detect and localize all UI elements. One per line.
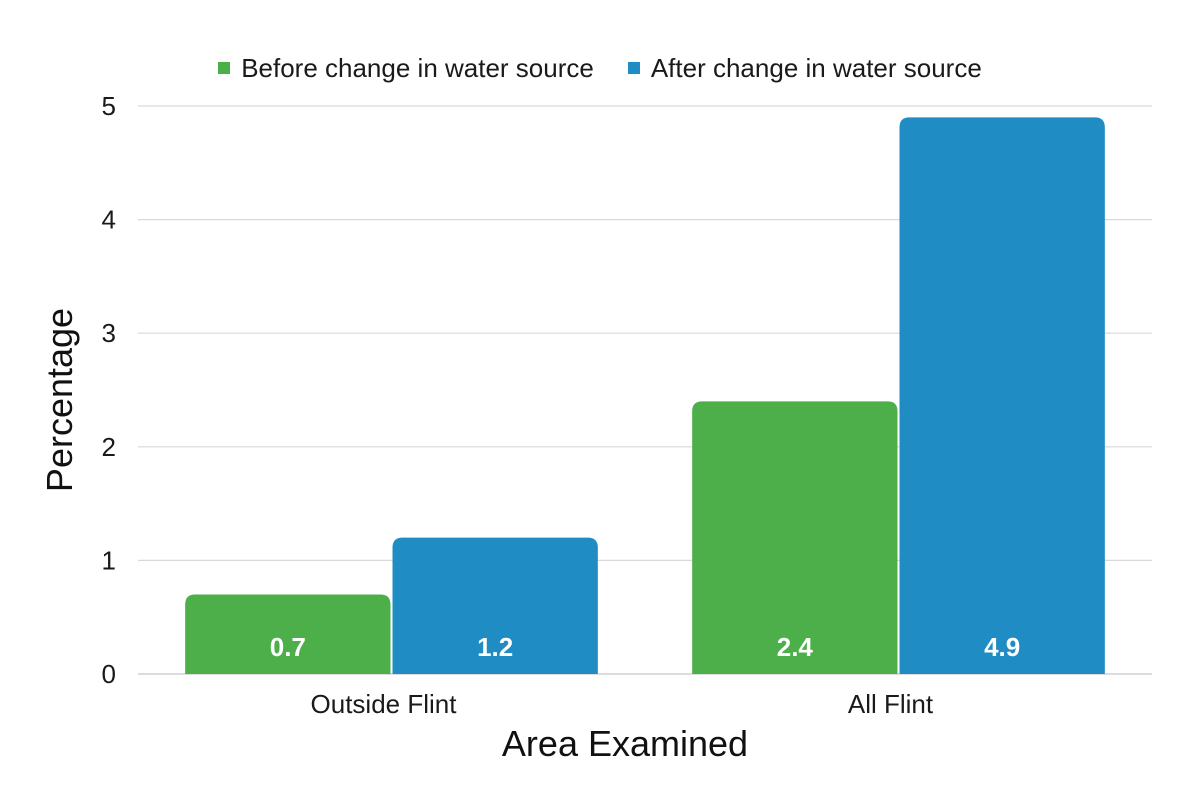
legend-item-after: After change in water source	[627, 52, 982, 84]
bar-value-label: 4.9	[984, 632, 1020, 662]
bar	[392, 537, 598, 674]
x-axis-ticks: Outside Flint All Flint	[311, 689, 934, 719]
legend-label-before: Before change in water source	[241, 52, 594, 83]
y-axis-title: Percentage	[39, 308, 80, 492]
legend-swatch-before	[218, 62, 231, 74]
legend-label-after: After change in water source	[650, 52, 982, 83]
y-axis-ticks: 0 1 2 3 4 5	[102, 91, 116, 689]
bar	[692, 401, 898, 674]
bar-value-label: 1.2	[477, 632, 513, 662]
y-tick-label: 3	[102, 318, 116, 348]
x-axis-title: Area Examined	[502, 723, 748, 764]
legend-item-before: Before change in water source	[218, 53, 594, 84]
bars	[185, 117, 1105, 675]
y-tick-label: 5	[102, 91, 116, 121]
bar	[899, 117, 1105, 675]
bar-value-label: 2.4	[777, 632, 814, 662]
y-tick-label: 2	[102, 432, 116, 462]
legend-swatch-after	[627, 62, 640, 74]
x-tick-label: All Flint	[848, 689, 934, 719]
bar-value-label: 0.7	[270, 632, 306, 662]
y-tick-label: 0	[102, 659, 116, 689]
y-tick-label: 4	[102, 205, 116, 235]
data-labels: 0.7 1.2 2.4 4.9	[270, 632, 1020, 662]
bar	[185, 594, 391, 674]
x-tick-label: Outside Flint	[311, 689, 458, 719]
y-tick-label: 1	[102, 545, 116, 575]
chart-legend: Before change in water source After chan…	[0, 52, 1200, 84]
